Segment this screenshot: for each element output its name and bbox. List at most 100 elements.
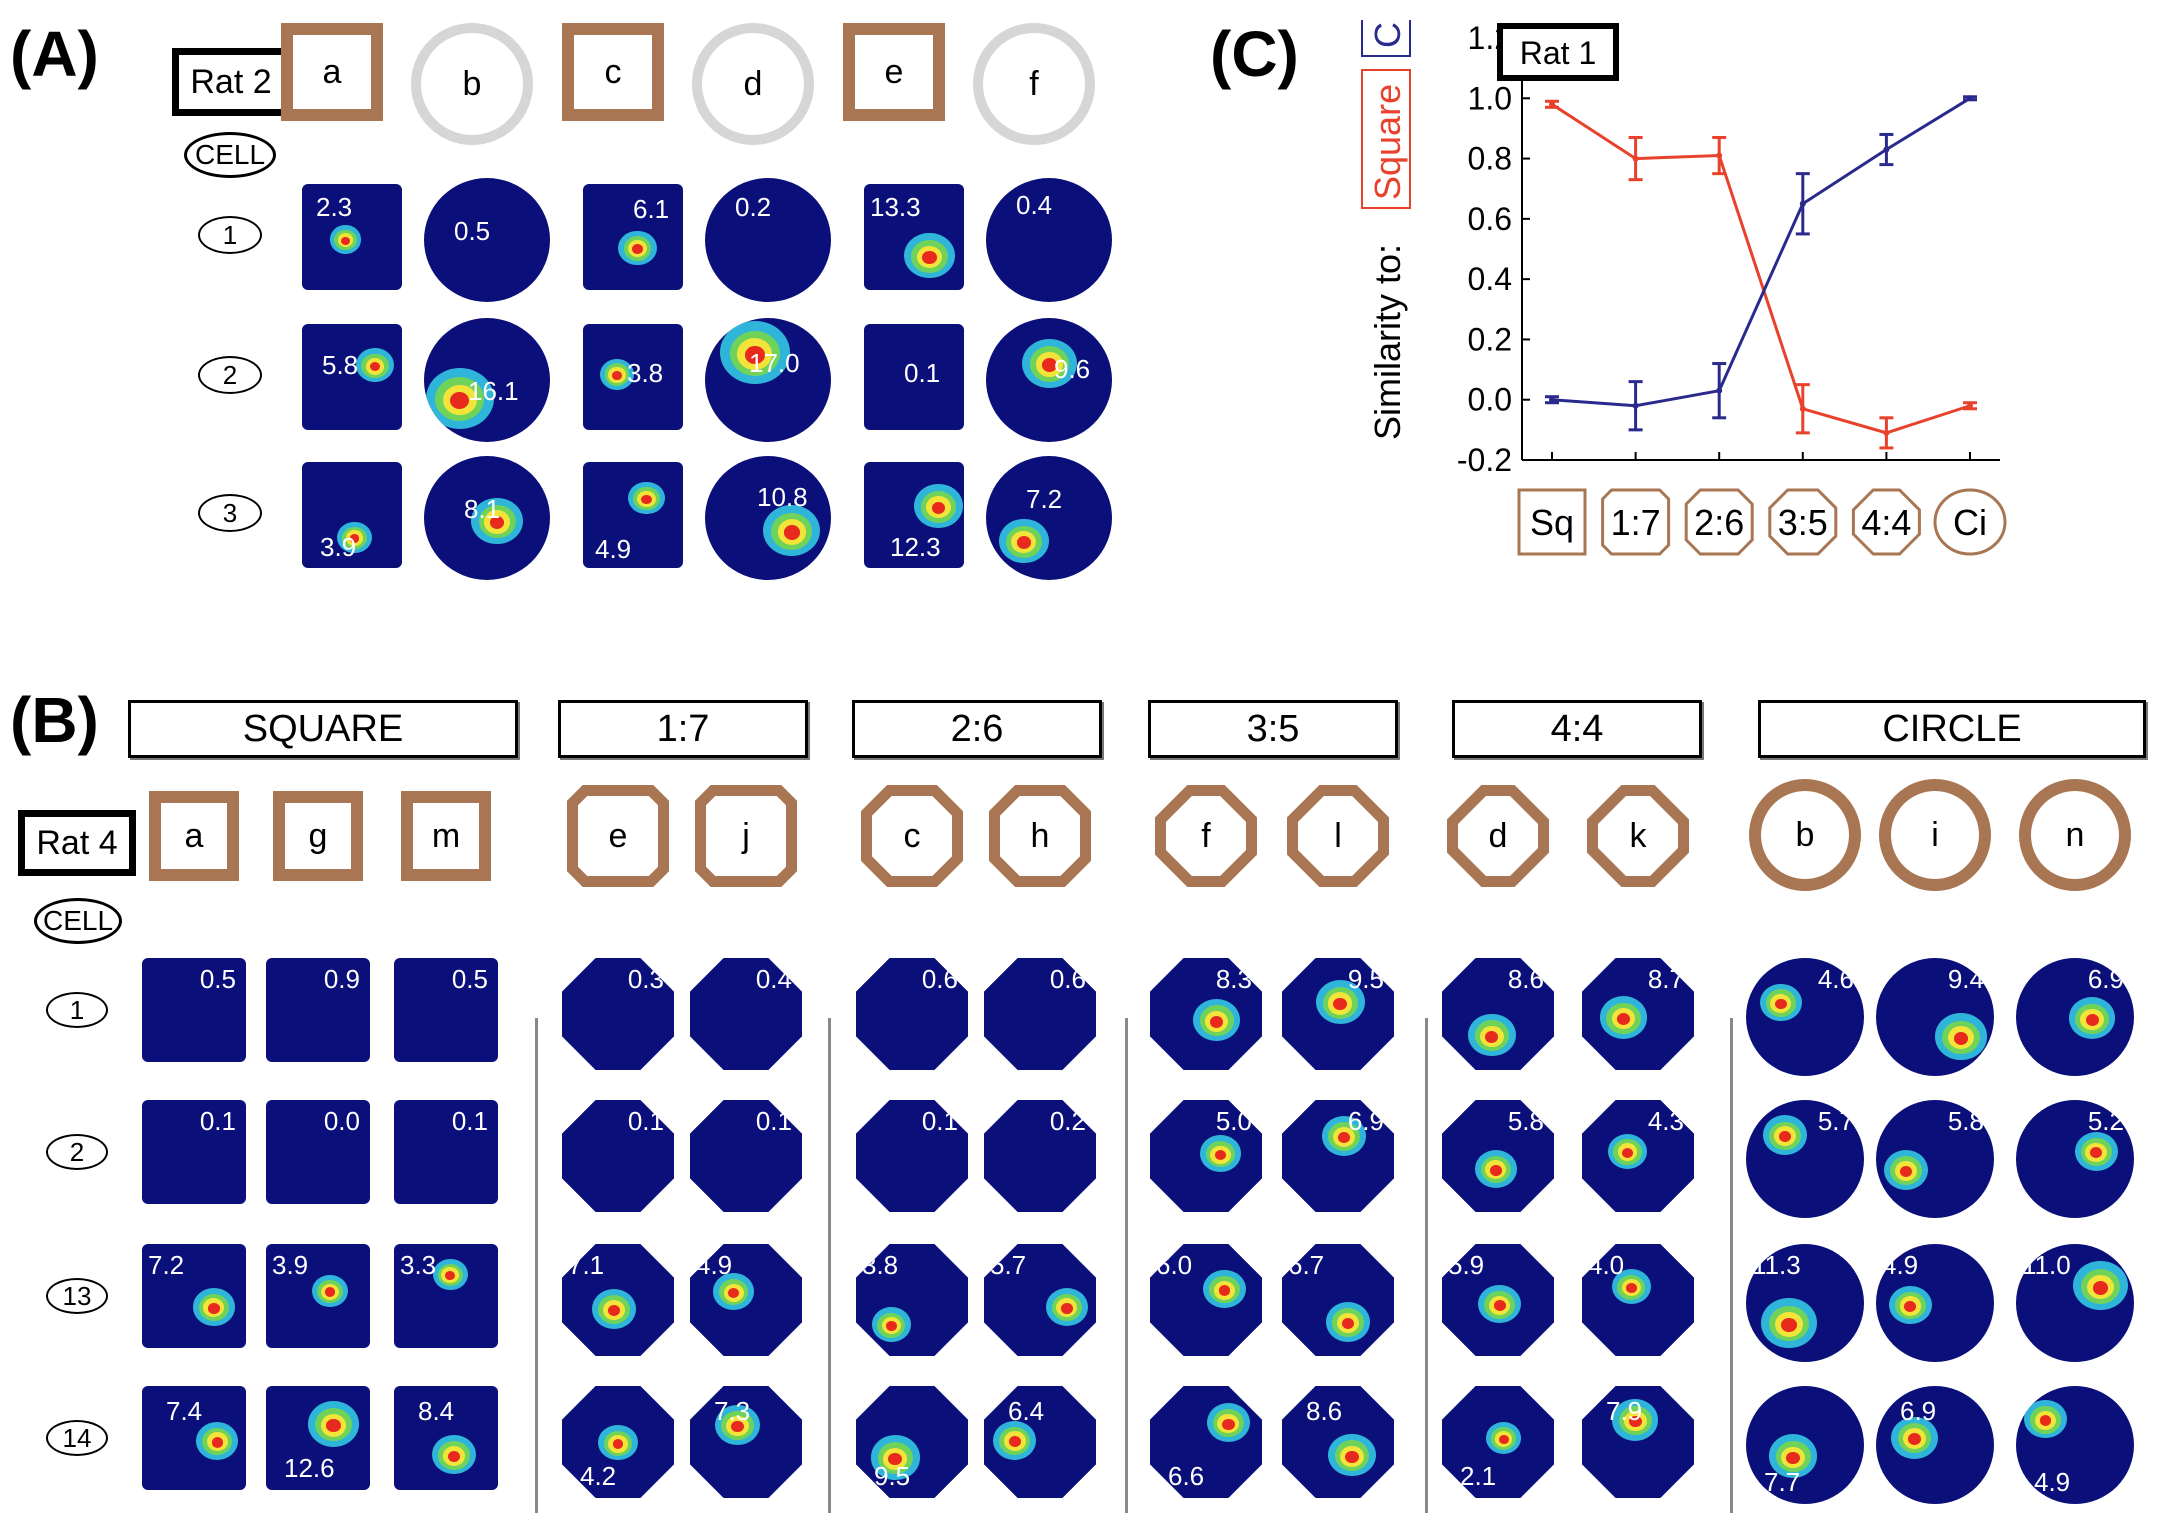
firing-field — [324, 1287, 335, 1297]
firing-rate: 9.4 — [1947, 964, 1984, 994]
y-tick-label: 0.6 — [1468, 201, 1512, 237]
cell-number-2: 2 — [198, 356, 262, 394]
rate-map-b-2-f: 5.0 — [1150, 1100, 1262, 1212]
firing-field — [1489, 1164, 1502, 1176]
rate-map-b-14-m: 8.4 — [394, 1386, 498, 1490]
group-divider — [828, 1018, 831, 1513]
group-divider — [1425, 1018, 1428, 1513]
env-label: b — [462, 64, 482, 103]
firing-rate: 0.1 — [921, 1106, 958, 1136]
firing-rate: 4.2 — [580, 1461, 617, 1491]
x-tick-label: 1:7 — [1611, 502, 1661, 543]
rate-map-b-14-l: 8.6 — [1282, 1386, 1394, 1498]
y-tick-label: 0.2 — [1468, 321, 1512, 357]
firing-field — [1904, 1301, 1917, 1312]
x-tick-label: 2:6 — [1694, 502, 1744, 543]
rate-map-b-13-e: 7.1 — [562, 1244, 674, 1356]
firing-rate: 0.5 — [451, 964, 488, 994]
rate-map-b-13-g: 3.9 — [266, 1244, 370, 1348]
firing-rate: 2.3 — [316, 192, 353, 222]
y-tick-label: 0.0 — [1468, 382, 1512, 418]
rate-map-a-1-c: 6.1 — [583, 184, 683, 290]
rate-map-b-13-m: 3.3 — [394, 1244, 498, 1348]
circle-label-box — [1361, 0, 1411, 57]
category-icon-ci: Ci — [1933, 488, 2007, 556]
rate-map-b-2-c: 0.1 — [856, 1100, 968, 1212]
rate-map-b-2-h: 0.2 — [984, 1100, 1096, 1212]
env-label: h — [1030, 816, 1050, 855]
rate-map-b-2-a: 0.1 — [142, 1100, 246, 1204]
env-icon-b-d: d — [1446, 784, 1550, 888]
firing-rate: 7.1 — [568, 1250, 605, 1280]
firing-rate: 7.4 — [166, 1396, 203, 1426]
rate-map-b-14-i: 6.9 — [1876, 1386, 1994, 1504]
condition-square: SQUARE — [128, 700, 518, 758]
firing-rate: 4.9 — [1882, 1250, 1919, 1280]
rate-map-b-14-c: 9.5 — [856, 1386, 968, 1498]
rate-map-b-14-j: 7.3 — [690, 1386, 802, 1498]
firing-rate: 3.8 — [862, 1250, 899, 1280]
firing-rate: 0.2 — [1049, 1106, 1086, 1136]
category-icon-sq: Sq — [1517, 488, 1587, 556]
firing-rate: 0.4 — [1016, 190, 1053, 220]
rate-map-b-1-k: 8.7 — [1582, 958, 1694, 1070]
rate-map-b-1-f: 8.3 — [1150, 958, 1262, 1070]
firing-rate: 13.3 — [870, 192, 921, 222]
firing-rate: 5.8 — [1947, 1106, 1984, 1136]
firing-field — [1218, 1285, 1231, 1296]
rate-map-a-3-e: 12.3 — [864, 462, 964, 568]
group-divider — [1730, 1018, 1733, 1513]
firing-rate: 0.1 — [904, 358, 941, 388]
firing-rate: 3.3 — [400, 1250, 437, 1280]
rate-map-a-3-d: 10.8 — [705, 456, 831, 580]
env-icon-c: c — [561, 22, 665, 122]
env-label: i — [1931, 815, 1939, 854]
data-point-circle-0 — [1545, 395, 1559, 405]
env-label: a — [322, 52, 342, 91]
firing-field — [1210, 1015, 1224, 1028]
firing-rate: 5.9 — [1448, 1250, 1485, 1280]
firing-rate: 4.9 — [696, 1250, 733, 1280]
firing-field — [207, 1303, 220, 1314]
firing-rate: 3.9 — [320, 532, 357, 562]
firing-rate: 4.9 — [2034, 1467, 2071, 1497]
category-icon-4-4: 4:4 — [1851, 488, 1921, 556]
rate-map-b-2-b: 5.7 — [1746, 1100, 1864, 1218]
rate-map-b-14-a: 7.4 — [142, 1386, 246, 1490]
firing-rate: 0.5 — [454, 216, 491, 246]
rate-map-b-14-e: 4.2 — [562, 1386, 674, 1498]
env-icon-b-c: c — [860, 784, 964, 888]
series-line-circle — [1551, 97, 1971, 408]
firing-field — [2085, 1013, 2099, 1026]
rate-map-b-1-j: 0.4 — [690, 958, 802, 1070]
rate-map-a-2-b: 16.1 — [424, 318, 550, 442]
panel-label-c: (C) — [1210, 18, 1299, 90]
env-icon-b-m: m — [400, 790, 492, 882]
rate-map-a-1-d: 0.2 — [705, 178, 831, 302]
cell-number-b-13: 13 — [46, 1278, 108, 1314]
firing-field — [341, 236, 350, 245]
firing-field — [1774, 998, 1787, 1010]
x-tick-label: Ci — [1953, 502, 1987, 543]
rat-label-b: Rat 4 — [18, 810, 136, 876]
rate-map-b-14-b: 7.7 — [1746, 1386, 1864, 1504]
firing-rate: 6.9 — [2087, 964, 2124, 994]
firing-rate: 0.1 — [627, 1106, 664, 1136]
env-label: n — [2065, 815, 2085, 854]
rate-map-b-13-c: 3.8 — [856, 1244, 968, 1356]
rate-map-b-2-i: 5.8 — [1876, 1100, 1994, 1218]
cell-header-a: CELL — [184, 132, 276, 178]
square-label-box — [1361, 69, 1411, 209]
firing-rate: 7.3 — [714, 1396, 751, 1426]
firing-rate: 0.6 — [1049, 964, 1086, 994]
rate-map-b-1-e: 0.3 — [562, 958, 674, 1070]
cell-number-3: 3 — [198, 494, 262, 532]
env-icon-b-h: h — [988, 784, 1092, 888]
condition-4-4: 4:4 — [1452, 700, 1702, 758]
firing-rate: 6.6 — [1168, 1461, 1205, 1491]
firing-field — [731, 1420, 744, 1433]
rate-map-b-14-h: 6.4 — [984, 1386, 1096, 1498]
env-icon-b-n: n — [2018, 778, 2132, 892]
firing-field — [728, 1288, 740, 1299]
firing-rate: 5.8 — [322, 350, 359, 380]
